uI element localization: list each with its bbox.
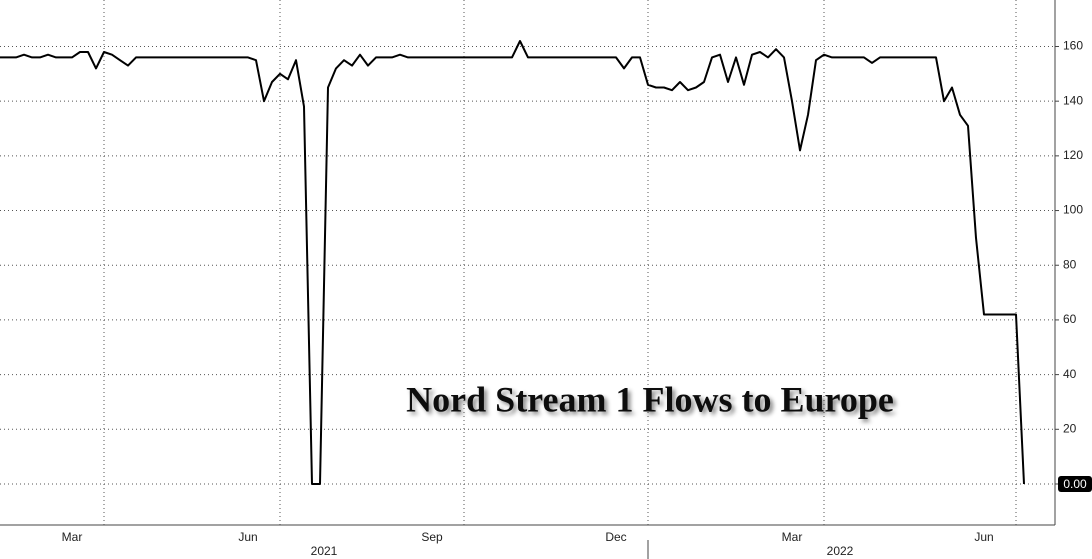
x-tick-label: Mar [782, 530, 803, 544]
x-tick-label: Jun [974, 530, 993, 544]
y-tick-label: 140 [1063, 93, 1083, 107]
y-tick-label: 20 [1063, 421, 1077, 435]
y-tick-label: 80 [1063, 257, 1077, 271]
y-tick-label: 100 [1063, 203, 1083, 217]
chart-title: Nord Stream 1 Flows to Europe [406, 379, 894, 419]
x-tick-label: Mar [62, 530, 83, 544]
y-tick-label: 120 [1063, 148, 1083, 162]
y-tick-label: 60 [1063, 312, 1077, 326]
y-tick-label: 160 [1063, 39, 1083, 53]
last-value-badge [1058, 475, 1092, 492]
x-group-label: 2021 [311, 544, 338, 558]
y-tick-label: 0.00 [1063, 477, 1087, 491]
x-tick-label: Sep [421, 530, 443, 544]
x-tick-label: Jun [238, 530, 257, 544]
x-tick-label: Dec [605, 530, 626, 544]
data-line [0, 40, 1025, 485]
x-group-label: 2022 [827, 544, 854, 558]
y-tick-label: 40 [1063, 367, 1077, 381]
